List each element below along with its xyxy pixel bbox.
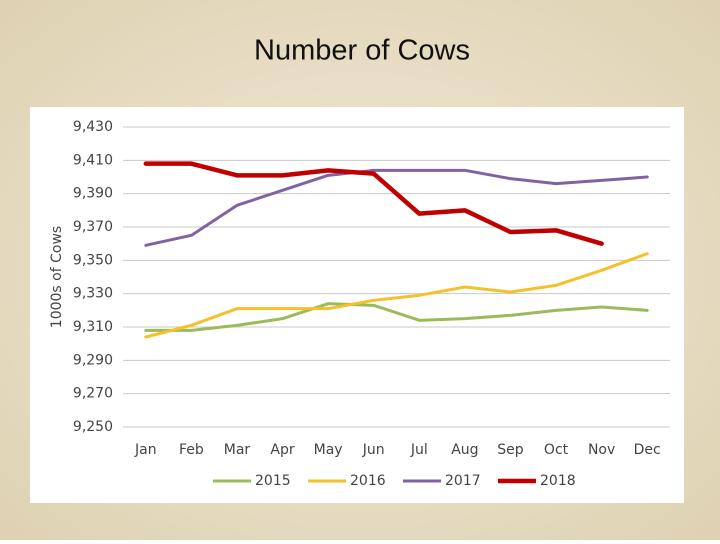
x-tick-label: Nov bbox=[588, 442, 615, 458]
x-tick-label: Mar bbox=[224, 442, 251, 458]
x-tick-label: Jan bbox=[134, 442, 157, 458]
series-line bbox=[144, 168, 649, 247]
chart-title: Number of Cows bbox=[254, 35, 470, 67]
x-tick-label: Oct bbox=[544, 442, 569, 458]
legend-label: 2016 bbox=[350, 473, 386, 489]
y-tick-label: 9,350 bbox=[73, 252, 113, 268]
x-tick-label: Jul bbox=[410, 442, 428, 458]
series-line bbox=[144, 252, 649, 339]
y-tick-label: 9,370 bbox=[73, 219, 113, 235]
x-tick-label: Apr bbox=[270, 442, 294, 458]
legend-label: 2017 bbox=[445, 473, 481, 489]
y-tick-label: 9,330 bbox=[73, 286, 113, 302]
y-tick-label: 9,270 bbox=[73, 386, 113, 402]
y-tick-label: 9,390 bbox=[73, 186, 113, 202]
x-tick-label: Aug bbox=[451, 442, 478, 458]
x-tick-label: Jun bbox=[362, 442, 385, 458]
x-tick-label: Dec bbox=[634, 442, 661, 458]
legend-label: 2015 bbox=[255, 473, 291, 489]
y-axis-label: 1000s of Cows bbox=[49, 226, 65, 328]
series-line bbox=[144, 302, 649, 332]
y-tick-label: 9,250 bbox=[73, 419, 113, 435]
y-tick-label: 9,410 bbox=[73, 152, 113, 168]
x-tick-label: Feb bbox=[179, 442, 204, 458]
y-tick-label: 9,310 bbox=[73, 319, 113, 335]
legend-label: 2018 bbox=[540, 473, 576, 489]
y-tick-label: 9,430 bbox=[73, 119, 113, 135]
series-line bbox=[143, 161, 604, 246]
y-tick-label: 9,290 bbox=[73, 352, 113, 368]
x-tick-label: Sep bbox=[497, 442, 524, 458]
x-tick-label: May bbox=[314, 442, 343, 458]
